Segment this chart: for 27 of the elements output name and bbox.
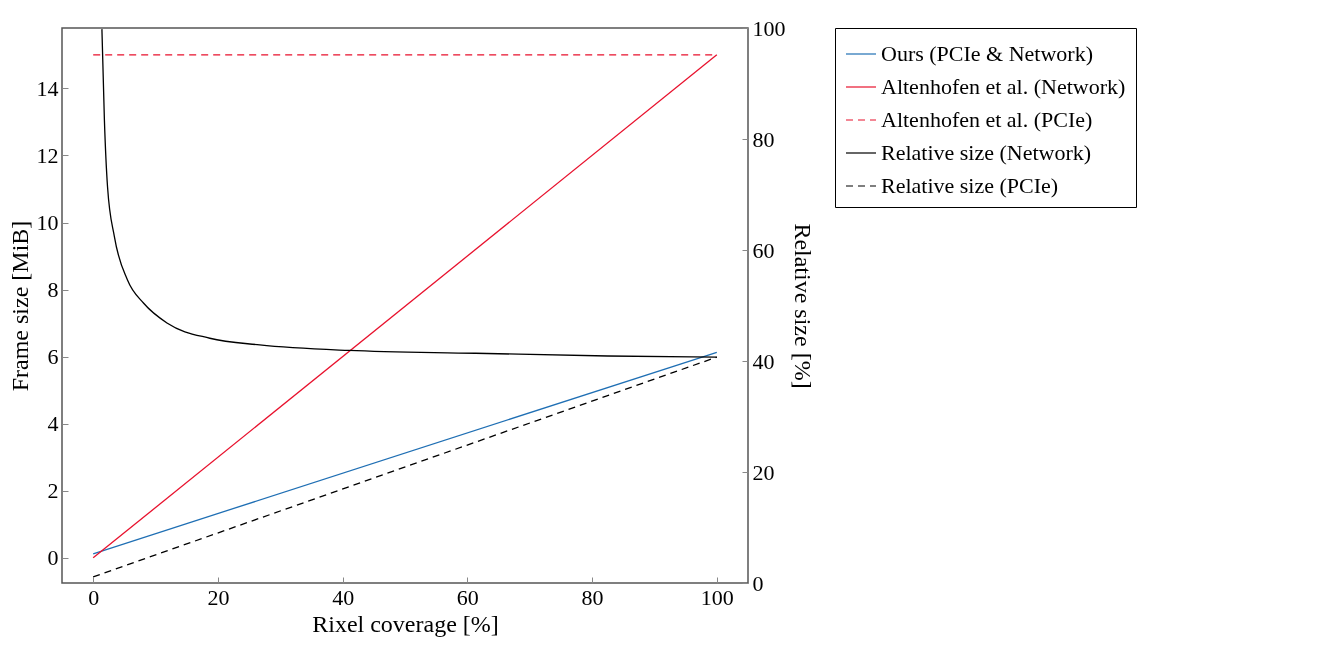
y-tick-label: 8 <box>47 277 59 303</box>
y-tick-label: 2 <box>47 478 59 504</box>
y2-tick-label: 40 <box>752 348 775 374</box>
x-tick-label: 0 <box>88 584 100 610</box>
legend-label: Relative size (Network) <box>881 140 1092 165</box>
x-tick-label: 80 <box>581 584 604 610</box>
legend-label: Ours (PCIe & Network) <box>881 41 1094 66</box>
x-tick-label: 40 <box>332 584 355 610</box>
y-axis-title: Frame size [MiB] <box>6 220 33 392</box>
x-tick-label: 100 <box>700 584 734 610</box>
legend-label: Altenhofen et al. (PCIe) <box>881 107 1093 132</box>
y2-tick-label: 60 <box>752 237 775 263</box>
legend-label: Relative size (PCIe) <box>881 173 1059 198</box>
y2-tick-label: 80 <box>752 126 775 152</box>
y2-tick-label: 20 <box>752 459 775 485</box>
x-axis-title: Rixel coverage [%] <box>312 610 499 637</box>
x-tick-label: 60 <box>456 584 479 610</box>
x-tick-label: 20 <box>207 584 230 610</box>
y2-axis-title: Relative size [%] <box>789 223 816 389</box>
y-tick-label: 10 <box>36 210 59 235</box>
y-tick-label: 4 <box>47 411 59 437</box>
legend-label: Altenhofen et al. (Network) <box>881 74 1126 99</box>
y-tick-label: 12 <box>36 142 59 168</box>
y2-tick-label: 100 <box>752 15 786 41</box>
y-tick-label: 6 <box>47 344 59 370</box>
y-tick-label: 0 <box>47 545 59 571</box>
y-tick-label: 14 <box>36 75 59 101</box>
